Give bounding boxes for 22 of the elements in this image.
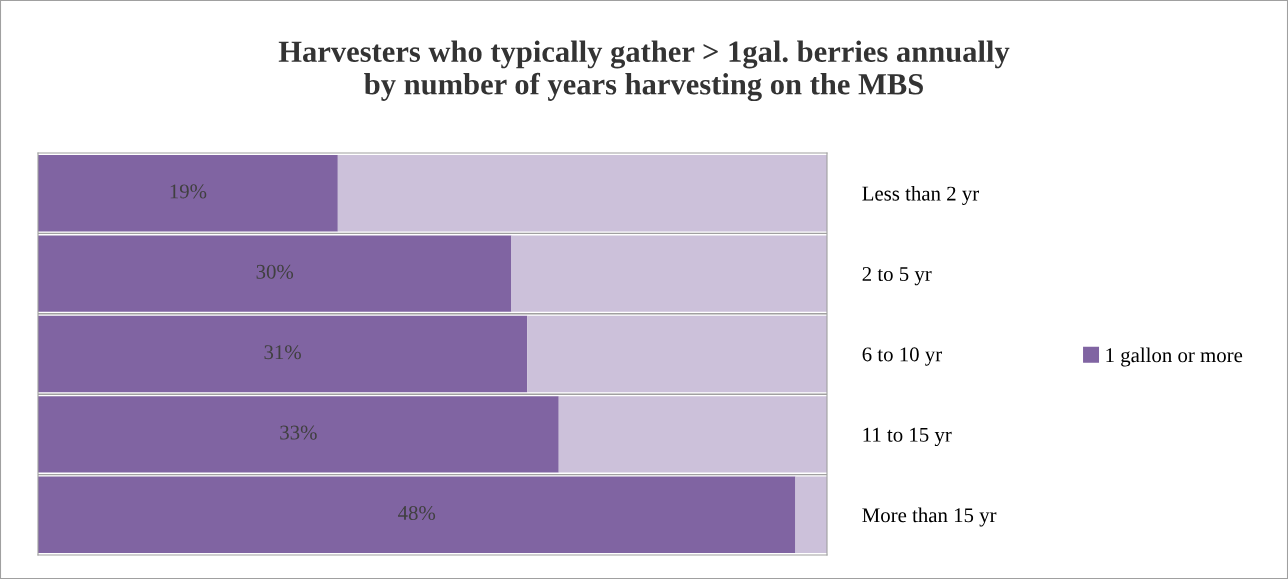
bar bbox=[337, 155, 827, 232]
y-tick-label: More than 15 yr bbox=[862, 507, 997, 527]
bar bbox=[511, 235, 827, 312]
bar bbox=[38, 476, 796, 553]
data-label: 31% bbox=[264, 345, 301, 360]
y-tick-label: 2 to 5 yr bbox=[862, 267, 932, 286]
bar bbox=[795, 476, 827, 553]
bar bbox=[38, 235, 512, 312]
chart-title: Harvesters who typically gather > 1gal. berries annually by number of years harvesting on the MBS bbox=[278, 40, 1010, 102]
y-tick-label: 11 to 15 yr bbox=[863, 427, 952, 447]
bar bbox=[558, 396, 827, 473]
data-label: 48% bbox=[398, 505, 436, 521]
legend-label: 1 gallon or more bbox=[1106, 347, 1243, 367]
data-label: 33% bbox=[280, 425, 317, 440]
bar bbox=[38, 396, 559, 473]
y-tick-label: Less than 2 yr bbox=[862, 185, 979, 205]
data-label: 30% bbox=[256, 264, 294, 279]
bar bbox=[38, 315, 528, 393]
bar bbox=[527, 315, 827, 393]
y-tick-label: 6 to 10 yr bbox=[862, 347, 942, 366]
bar bbox=[38, 155, 338, 232]
data-label: 19% bbox=[170, 184, 207, 199]
